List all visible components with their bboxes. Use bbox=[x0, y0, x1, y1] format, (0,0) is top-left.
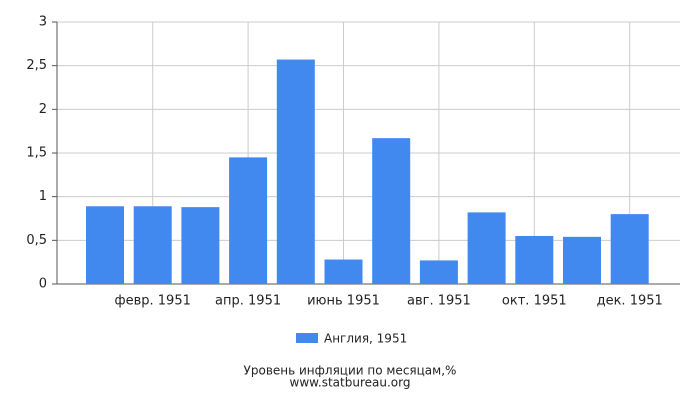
x-tick-label: окт. 1951 bbox=[502, 294, 567, 309]
y-tick-label: 0 bbox=[39, 277, 47, 292]
bar bbox=[467, 212, 506, 284]
legend-swatch bbox=[296, 333, 318, 343]
x-tick-label: июнь 1951 bbox=[307, 294, 380, 309]
x-tick-label: апр. 1951 bbox=[215, 294, 281, 309]
bar bbox=[515, 235, 554, 284]
y-tick-label: 1 bbox=[39, 189, 47, 204]
y-tick-label: 2,5 bbox=[26, 58, 47, 73]
bar bbox=[419, 260, 458, 284]
y-tick-label: 2 bbox=[39, 102, 47, 117]
x-tick-label: февр. 1951 bbox=[115, 294, 191, 309]
bar bbox=[610, 214, 649, 284]
bar bbox=[372, 138, 411, 284]
bar bbox=[86, 206, 124, 284]
source: www.statbureau.org bbox=[290, 376, 411, 390]
bar bbox=[324, 259, 363, 284]
x-tick-label: дек. 1951 bbox=[597, 294, 663, 309]
chart-title: Уровень инфляции по месяцам,% bbox=[244, 364, 457, 378]
legend-label: Англия, 1951 bbox=[324, 332, 407, 346]
bar bbox=[229, 157, 268, 284]
y-tick-label: 1,5 bbox=[26, 146, 47, 161]
bar bbox=[181, 207, 220, 284]
y-tick-label: 3 bbox=[39, 15, 47, 30]
bar bbox=[133, 206, 172, 284]
bar bbox=[563, 236, 601, 284]
y-tick-label: 0,5 bbox=[26, 233, 47, 248]
x-tick-label: авг. 1951 bbox=[407, 294, 471, 309]
bar bbox=[276, 59, 315, 285]
